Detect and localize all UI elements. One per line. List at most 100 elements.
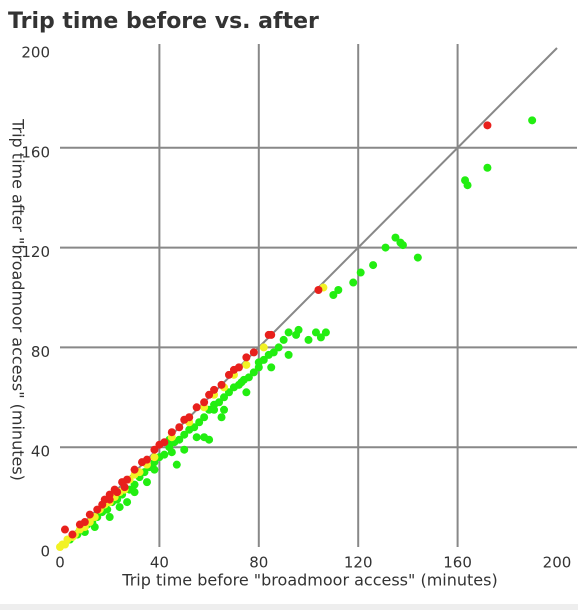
point [200, 398, 209, 407]
point [224, 370, 233, 379]
y-tick-label: 0 [40, 543, 50, 561]
point [242, 353, 251, 362]
point [167, 428, 176, 437]
point [80, 518, 89, 527]
point [160, 450, 169, 459]
point [294, 325, 303, 334]
point [314, 286, 323, 295]
point [93, 505, 102, 514]
point [210, 405, 219, 414]
x-tick-label: 80 [249, 554, 268, 572]
point [68, 530, 77, 539]
point [220, 405, 229, 414]
point [150, 445, 159, 454]
point [123, 475, 132, 484]
point [142, 455, 151, 464]
y-tick-label: 200 [21, 44, 50, 62]
point [334, 286, 343, 295]
point [398, 241, 407, 250]
point [215, 398, 224, 407]
y-tick-label: 120 [21, 243, 50, 261]
point [349, 278, 358, 287]
point [175, 435, 184, 444]
point [381, 243, 390, 252]
point [254, 358, 263, 367]
point [304, 335, 313, 344]
point [115, 503, 124, 512]
point [284, 328, 293, 337]
point [391, 233, 400, 242]
point [98, 500, 107, 509]
point [249, 348, 258, 357]
point [483, 163, 492, 172]
x-tick-label: 200 [543, 554, 572, 572]
point [316, 333, 325, 342]
point [192, 403, 201, 412]
point [105, 495, 114, 504]
point [242, 360, 251, 369]
point [60, 525, 69, 534]
point [220, 393, 229, 402]
point [274, 343, 283, 352]
x-tick-label: 0 [55, 554, 65, 572]
point [224, 388, 233, 397]
point [267, 363, 276, 372]
point [180, 445, 189, 454]
point [90, 523, 99, 532]
point [130, 465, 139, 474]
point [105, 513, 114, 522]
x-tick-label: 120 [344, 554, 373, 572]
point [369, 261, 378, 270]
point [85, 510, 94, 519]
point [130, 480, 139, 489]
x-tick-label: 40 [150, 554, 169, 572]
point [356, 268, 365, 277]
point [130, 488, 139, 497]
point [463, 181, 472, 190]
point [267, 330, 276, 339]
point [195, 418, 204, 427]
point [284, 350, 293, 359]
point [249, 368, 258, 377]
point [279, 335, 288, 344]
point [528, 116, 537, 125]
point [113, 488, 122, 497]
chart-title: Trip time before vs. after [8, 9, 319, 34]
point [200, 413, 209, 422]
point [200, 433, 209, 442]
point [413, 253, 422, 262]
point [234, 363, 243, 372]
point [217, 413, 226, 422]
point [242, 388, 251, 397]
point [269, 348, 278, 357]
point [483, 121, 492, 130]
point [123, 498, 132, 507]
point [180, 430, 189, 439]
point [329, 291, 338, 300]
point [120, 483, 129, 492]
point [142, 478, 151, 487]
y-tick-label: 80 [31, 343, 50, 361]
y-tick-label: 40 [31, 443, 50, 461]
point [172, 460, 181, 469]
point [150, 465, 159, 474]
point [210, 385, 219, 394]
point [259, 343, 268, 352]
point [244, 373, 253, 382]
x-axis-label: Trip time before "broadmoor access" (min… [121, 571, 497, 590]
point [150, 453, 159, 462]
point [321, 328, 330, 337]
point [237, 378, 246, 387]
point [160, 438, 169, 447]
y-axis-label: Trip time after "broadmoor access" (minu… [9, 118, 28, 481]
y-tick-label: 160 [21, 143, 50, 161]
point [190, 423, 199, 432]
point [175, 423, 184, 432]
point [205, 390, 214, 399]
point [217, 380, 226, 389]
point [192, 433, 201, 442]
point [185, 413, 194, 422]
point [167, 448, 176, 457]
